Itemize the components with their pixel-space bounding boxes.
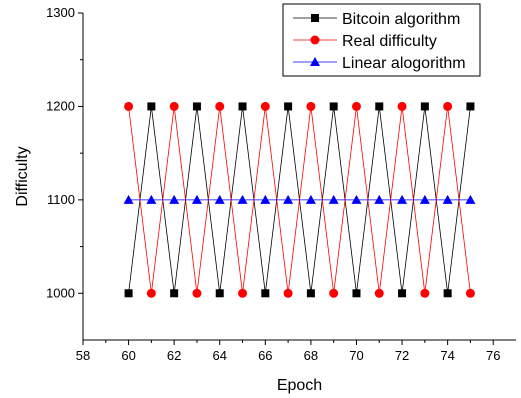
x-tick-label: 74 — [440, 348, 454, 363]
data-point-bitcoin-algorithm — [352, 289, 361, 298]
data-point-linear-alogorithm — [214, 194, 225, 204]
y-tick-label: 1000 — [46, 285, 75, 300]
legend-marker-bitcoin-algorithm — [311, 14, 319, 22]
data-point-linear-alogorithm — [237, 194, 248, 204]
data-point-bitcoin-algorithm — [147, 102, 156, 111]
x-tick-label: 72 — [395, 348, 409, 363]
data-point-linear-alogorithm — [283, 194, 294, 204]
data-point-bitcoin-algorithm — [192, 102, 201, 111]
series-linear-alogorithm — [123, 194, 476, 204]
y-axis-title: Difficulty — [14, 146, 31, 206]
data-point-linear-alogorithm — [374, 194, 385, 204]
data-point-linear-alogorithm — [351, 194, 362, 204]
data-point-real-difficulty — [443, 101, 453, 111]
data-point-bitcoin-algorithm — [215, 289, 224, 298]
y-tick-label: 1100 — [47, 192, 75, 207]
legend-label-real-difficulty: Real difficulty — [342, 33, 437, 50]
data-point-real-difficulty — [420, 288, 430, 298]
legend-marker-linear-alogorithm — [310, 57, 320, 66]
data-point-real-difficulty — [124, 101, 134, 111]
x-tick-label: 68 — [304, 348, 318, 363]
data-point-real-difficulty — [146, 288, 156, 298]
y-tick-label: 1300 — [46, 5, 75, 20]
data-point-bitcoin-algorithm — [284, 102, 293, 111]
legend-label-linear-alogorithm: Linear alogorithm — [342, 55, 466, 72]
legend-marker-real-difficulty — [310, 35, 320, 45]
data-point-real-difficulty — [260, 101, 270, 111]
data-point-linear-alogorithm — [328, 194, 339, 204]
data-point-bitcoin-algorithm — [329, 102, 338, 111]
data-point-linear-alogorithm — [397, 194, 408, 204]
data-point-linear-alogorithm — [146, 194, 157, 204]
x-tick-label: 70 — [349, 348, 363, 363]
data-point-bitcoin-algorithm — [443, 289, 452, 298]
data-point-linear-alogorithm — [191, 194, 202, 204]
data-point-real-difficulty — [192, 288, 202, 298]
data-point-real-difficulty — [351, 101, 361, 111]
x-tick-label: 62 — [167, 348, 181, 363]
series-layer — [123, 101, 476, 298]
x-tick-label: 76 — [486, 348, 500, 363]
data-point-real-difficulty — [238, 288, 248, 298]
data-point-real-difficulty — [283, 288, 293, 298]
x-tick-label: 58 — [76, 348, 90, 363]
data-point-bitcoin-algorithm — [238, 102, 247, 111]
data-point-linear-alogorithm — [305, 194, 316, 204]
data-point-bitcoin-algorithm — [375, 102, 384, 111]
data-point-linear-alogorithm — [260, 194, 271, 204]
data-point-real-difficulty — [329, 288, 339, 298]
data-point-linear-alogorithm — [123, 194, 134, 204]
data-point-bitcoin-algorithm — [420, 102, 429, 111]
data-point-real-difficulty — [397, 101, 407, 111]
legend-label-bitcoin-algorithm: Bitcoin algorithm — [342, 11, 460, 28]
data-point-linear-alogorithm — [465, 194, 476, 204]
y-tick-label: 1200 — [46, 98, 75, 113]
data-point-bitcoin-algorithm — [170, 289, 179, 298]
data-point-real-difficulty — [306, 101, 316, 111]
data-point-bitcoin-algorithm — [306, 289, 315, 298]
data-point-linear-alogorithm — [419, 194, 430, 204]
x-tick-label: 60 — [121, 348, 135, 363]
legend: Bitcoin algorithm Real difficulty Linear a… — [282, 3, 481, 77]
x-axis-title: Epoch — [277, 377, 322, 394]
data-point-real-difficulty — [465, 288, 475, 298]
data-point-bitcoin-algorithm — [261, 289, 270, 298]
x-tick-label: 66 — [258, 348, 272, 363]
data-point-linear-alogorithm — [169, 194, 180, 204]
data-point-bitcoin-algorithm — [466, 102, 475, 111]
x-tick-label: 64 — [213, 348, 227, 363]
data-point-bitcoin-algorithm — [124, 289, 133, 298]
data-point-real-difficulty — [374, 288, 384, 298]
data-point-real-difficulty — [215, 101, 225, 111]
axes: 58 60 62 64 66 68 70 72 74 76 1000 1100 1200 1300 — [46, 5, 516, 363]
data-point-linear-alogorithm — [442, 194, 453, 204]
data-point-real-difficulty — [169, 101, 179, 111]
data-point-bitcoin-algorithm — [398, 289, 407, 298]
